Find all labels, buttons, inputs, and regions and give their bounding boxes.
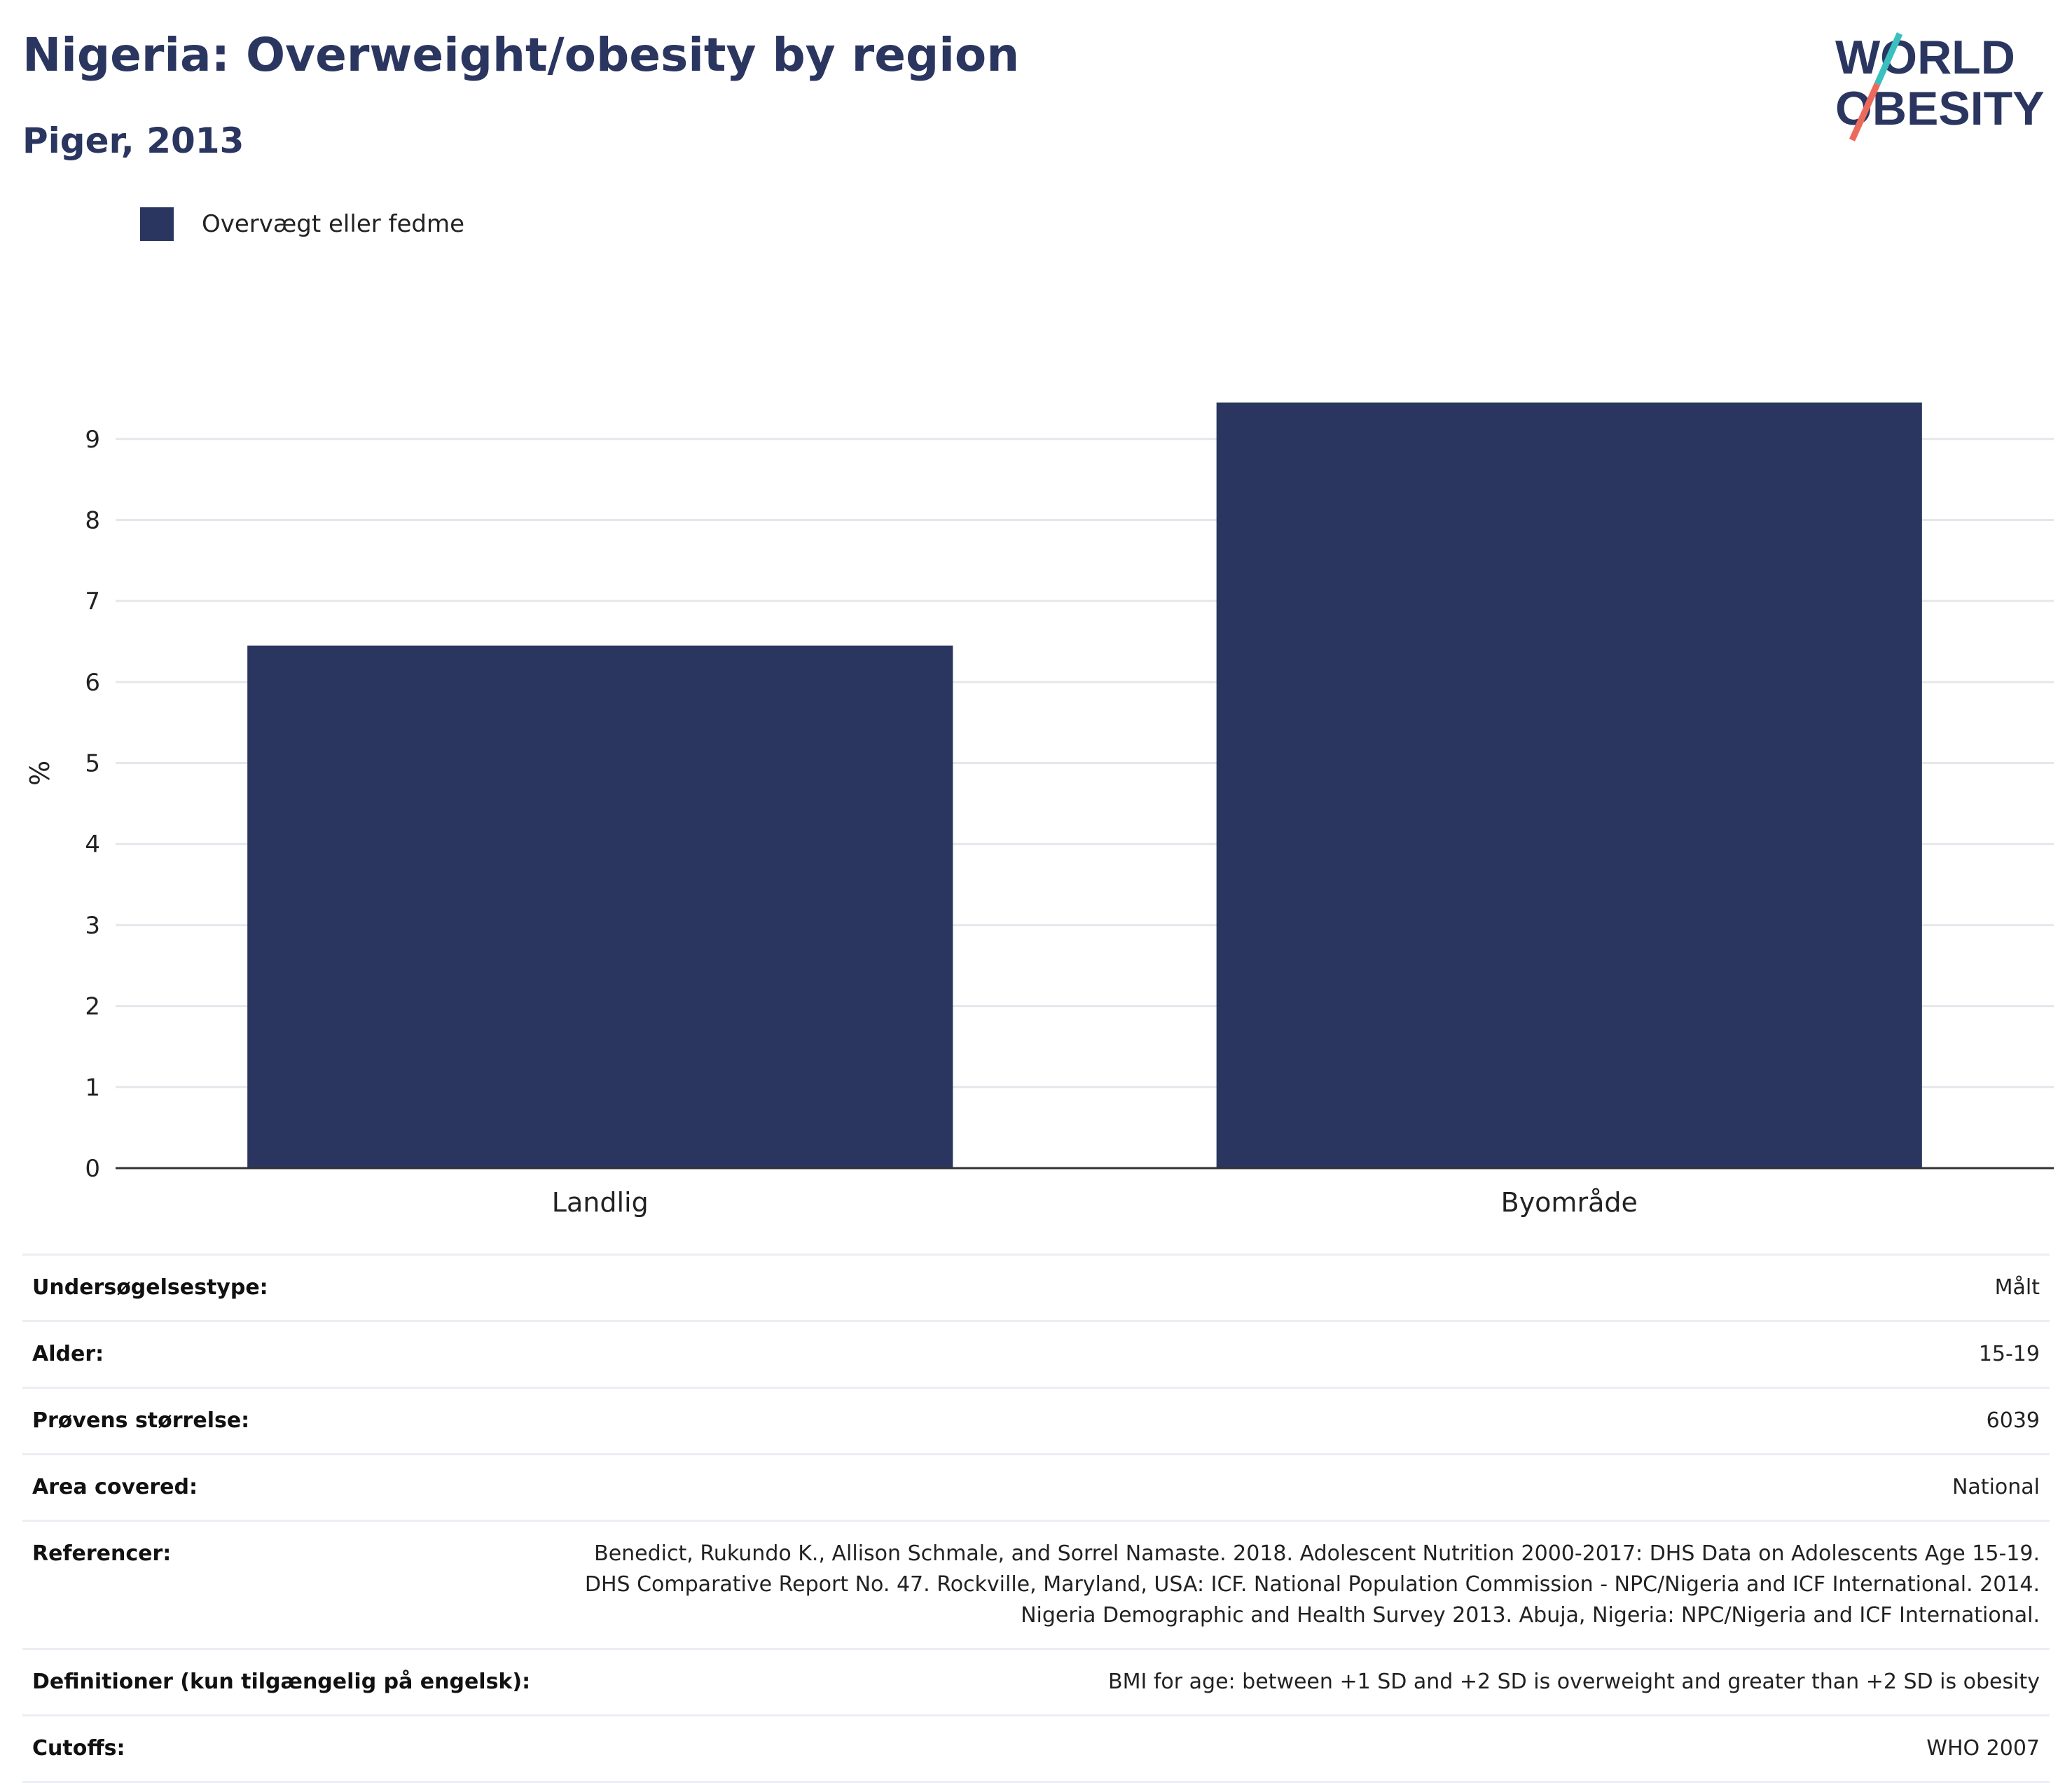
y-axis-label: %: [25, 761, 55, 786]
metadata-value: National: [1952, 1475, 2040, 1499]
x-tick-label: Byområde: [1501, 1187, 1638, 1218]
metadata-value: Benedict, Rukundo K., Allison Schmale, a…: [584, 1541, 2040, 1628]
metadata-key: Alder:: [32, 1342, 104, 1366]
y-tick-label: 9: [85, 426, 100, 454]
metadata-value: 15-19: [1978, 1342, 2040, 1366]
bar-2: [1216, 402, 1922, 1168]
logo-slash-coral: [1849, 83, 1881, 141]
legend-swatch: [140, 207, 174, 241]
metadata-row: Alder: 15-19: [22, 1321, 2050, 1388]
y-tick-label: 4: [85, 831, 100, 859]
legend-label: Overvægt eller fedme: [202, 210, 465, 238]
metadata-key: Referencer:: [32, 1541, 172, 1566]
metadata-row: Definitioner (kun tilgængelig på engelsk…: [22, 1649, 2050, 1716]
metadata-value: Målt: [1994, 1275, 2040, 1300]
world-obesity-logo: WORLD OBESITY: [1835, 31, 2045, 141]
logo-slash-teal: [1874, 32, 1903, 85]
bar-1: [247, 645, 953, 1168]
y-tick-label: 0: [85, 1155, 100, 1183]
metadata-key: Definitioner (kun tilgængelig på engelsk…: [32, 1670, 531, 1694]
chart-subtitle: Piger, 2013: [22, 120, 244, 161]
metadata-value: 6039: [1986, 1408, 2040, 1433]
metadata-row: Undersøgelsestype: Målt: [22, 1254, 2050, 1321]
metadata-value: WHO 2007: [1926, 1736, 2040, 1761]
logo-line1: WORLD: [1835, 31, 2015, 84]
chart-legend: Overvægt eller fedme: [140, 207, 464, 241]
metadata-row: Prøvens størrelse: 6039: [22, 1387, 2050, 1455]
y-tick-label: 1: [85, 1074, 100, 1102]
logo-line2: OBESITY: [1835, 82, 2045, 135]
y-tick-label: 5: [85, 750, 100, 778]
metadata-key: Area covered:: [32, 1475, 198, 1499]
metadata-key: Cutoffs:: [32, 1736, 125, 1761]
bar-chart: 0 1 2 3 4 5 6 7 8 9% Landlig Byområde: [25, 402, 2054, 1218]
metadata-row: Cutoffs: WHO 2007: [22, 1715, 2050, 1782]
metadata-key: Prøvens størrelse:: [32, 1408, 250, 1433]
x-tick-label: Landlig: [552, 1187, 649, 1218]
y-tick-label: 8: [85, 506, 100, 534]
chart-title: Nigeria: Overweight/obesity by region: [22, 28, 1020, 82]
metadata-value: BMI for age: between +1 SD and +2 SD is …: [1108, 1670, 2040, 1694]
y-tick-label: 7: [85, 588, 100, 616]
metadata-row: Area covered: National: [22, 1454, 2050, 1521]
y-tick-label: 2: [85, 993, 100, 1021]
y-tick-label: 3: [85, 912, 100, 940]
y-tick-label: 6: [85, 669, 100, 697]
metadata-key: Undersøgelsestype:: [32, 1275, 268, 1300]
metadata-table: Undersøgelsestype: Målt Alder: 15-19 Prøvens…: [22, 1254, 2050, 1783]
metadata-row: Referencer: Benedict, Rukundo K., Allison…: [22, 1520, 2050, 1649]
